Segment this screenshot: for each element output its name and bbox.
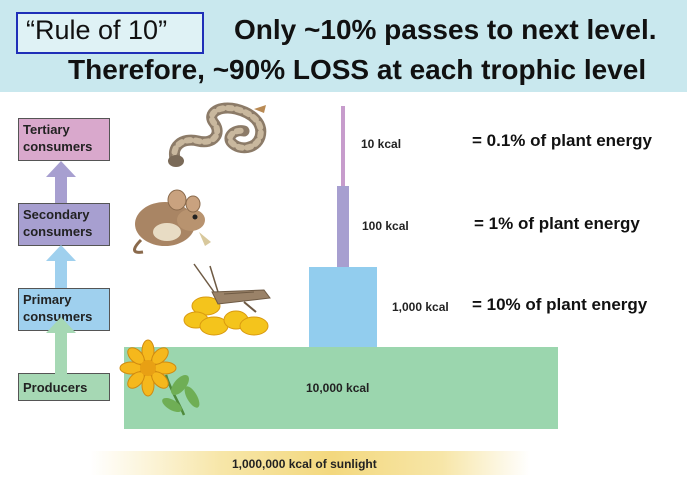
kcal-secondary: 100 kcal (362, 219, 409, 233)
kcal-producers: 10,000 kcal (306, 381, 370, 395)
sunlight-band (90, 451, 530, 475)
level-secondary-consumers: Secondary consumers (18, 203, 110, 246)
level-tertiary-consumers: Tertiary consumers (18, 118, 110, 161)
kcal-primary: 1,000 kcal (392, 300, 449, 314)
mouse-icon (133, 189, 211, 254)
arrow-secondary-to-tertiary-icon (46, 161, 76, 203)
bar-secondary-consumers (337, 186, 349, 267)
level-producers: Producers (18, 373, 110, 401)
percent-primary: = 10% of plant energy (472, 295, 648, 314)
percent-tertiary: = 0.1% of plant energy (472, 131, 652, 150)
bar-primary-consumers (309, 267, 377, 347)
level-primary-consumers: Primary consumers (18, 288, 110, 331)
headline-line-2: Therefore, ~90% LOSS at each trophic lev… (68, 54, 647, 85)
level-arrows (46, 161, 76, 374)
arrow-primary-to-secondary-icon (46, 245, 76, 288)
snake-icon (168, 102, 267, 167)
rule-of-10-label: “Rule of 10” (26, 15, 168, 45)
percent-secondary: = 1% of plant energy (474, 214, 640, 233)
headline-line-1: Only ~10% passes to next level. (234, 14, 657, 45)
sunlight-label: 1,000,000 kcal of sunlight (232, 457, 377, 471)
arrow-producers-to-primary-icon (46, 317, 76, 374)
bar-tertiary-consumers (341, 106, 345, 186)
bar-producers (124, 347, 558, 429)
kcal-tertiary: 10 kcal (361, 137, 402, 151)
rule-of-10-box (16, 12, 204, 54)
grasshopper-icon (183, 263, 271, 336)
flower-icon (119, 339, 200, 416)
